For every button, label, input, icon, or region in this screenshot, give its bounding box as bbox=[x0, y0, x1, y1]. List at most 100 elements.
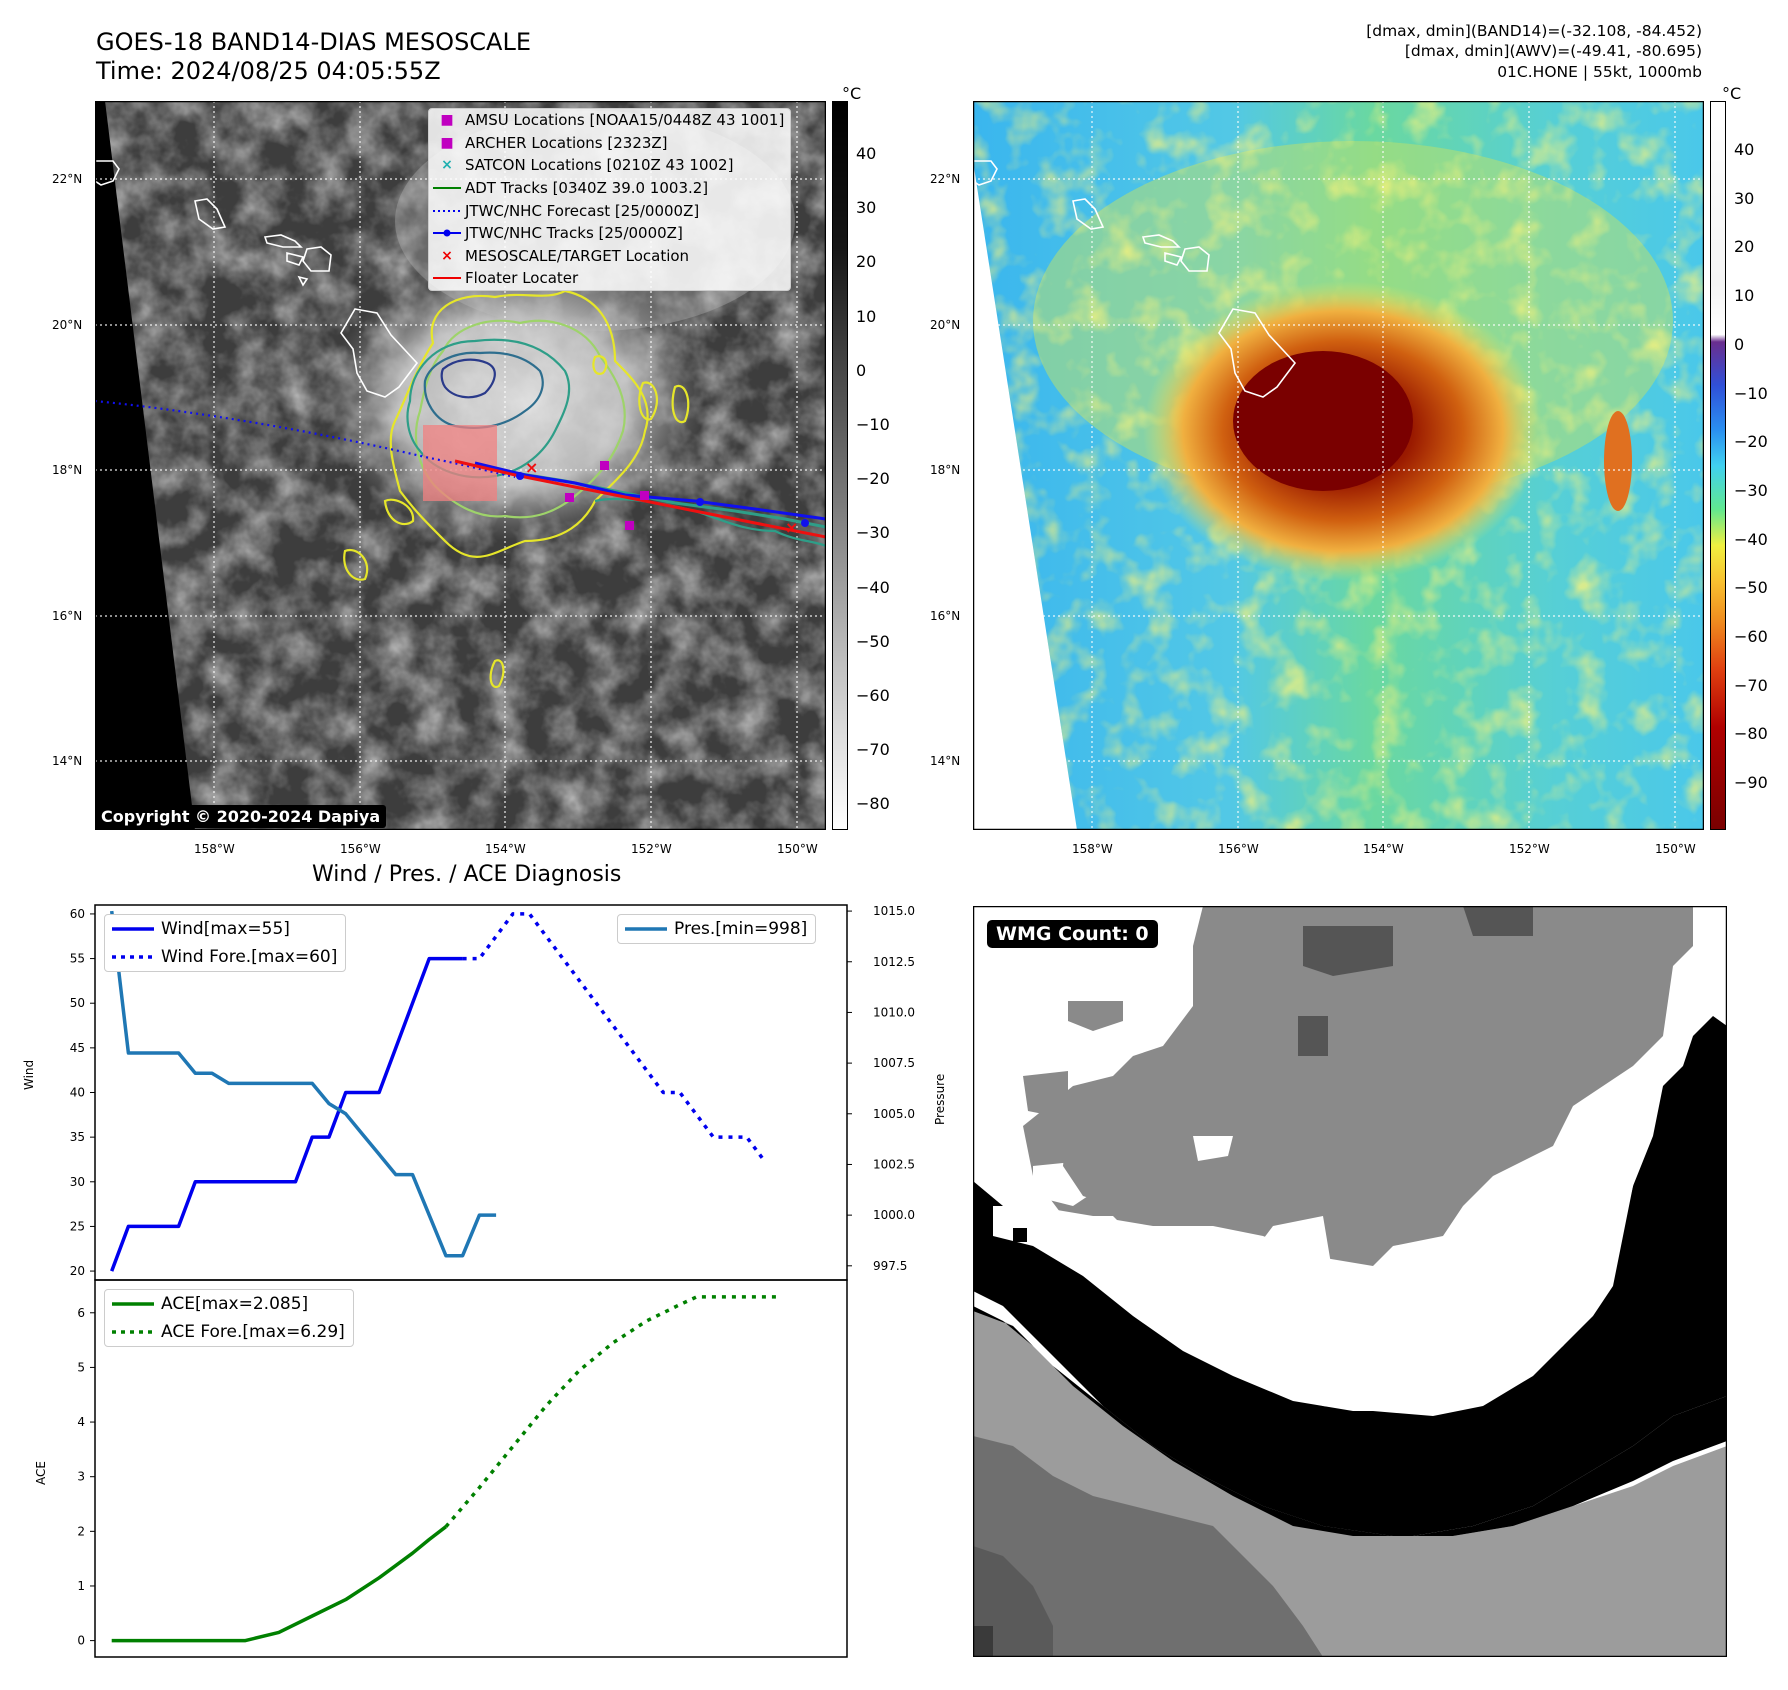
colorbar-tick: 20 bbox=[856, 252, 877, 272]
legend-ace: ACE[max=2.085] bbox=[161, 1294, 309, 1314]
legend-label: ADT Tracks [0340Z 39.0 1003.2] bbox=[465, 179, 709, 198]
diagnosis-chart: 6055504540353025201015.01012.51010.01007… bbox=[70, 904, 915, 1658]
y2-tick-label: 1015.0 bbox=[873, 904, 915, 918]
y-tick-label: 30 bbox=[70, 1175, 85, 1189]
y-tick-label: 40 bbox=[70, 1086, 85, 1100]
wmg-image bbox=[972, 905, 1728, 1658]
legend-marker bbox=[429, 208, 465, 214]
y-tick-label: 1 bbox=[77, 1579, 85, 1593]
awv-map-panel bbox=[972, 100, 1705, 831]
series-line bbox=[110, 956, 463, 1272]
lat-label: 20°N bbox=[52, 318, 83, 332]
colorbar-tick: −40 bbox=[1734, 529, 1768, 549]
y-tick-label: 25 bbox=[70, 1219, 85, 1233]
chart-title-line2: Time: 2024/08/25 04:05:55Z bbox=[96, 57, 441, 85]
legend-label: SATCON Locations [0210Z 43 1002] bbox=[465, 156, 734, 175]
y2-tick-label: 1002.5 bbox=[873, 1157, 915, 1171]
lon-label: 158°W bbox=[194, 842, 235, 856]
lat-label: 16°N bbox=[52, 609, 83, 623]
series-line bbox=[444, 1295, 781, 1528]
y-tick-label: 45 bbox=[70, 1041, 85, 1055]
ace-legend: ACE[max=2.085] ACE Fore.[max=6.29] bbox=[104, 1289, 354, 1347]
lat-label: 14°N bbox=[930, 754, 961, 768]
pressure-axis-label: Pressure bbox=[933, 1073, 947, 1125]
legend-label: MESOSCALE/TARGET Location bbox=[465, 246, 690, 265]
lon-label: 156°W bbox=[1218, 842, 1259, 856]
colorbar-unit: °C bbox=[842, 84, 862, 103]
y2-tick-label: 1012.5 bbox=[873, 955, 915, 969]
y-tick-label: 0 bbox=[77, 1634, 85, 1648]
y-tick-label: 3 bbox=[77, 1470, 85, 1484]
colorbar-tick: −10 bbox=[856, 415, 890, 434]
colorbar-tick: −50 bbox=[856, 631, 890, 651]
info-line1: [dmax, dmin](BAND14)=(-32.108, -84.452) bbox=[1366, 22, 1702, 40]
wmg-panel: WMG Count: 0 bbox=[972, 905, 1728, 1658]
colorbar-tick: −30 bbox=[1734, 480, 1768, 500]
series-line bbox=[111, 1525, 447, 1643]
colorbar-tick: −60 bbox=[856, 686, 890, 705]
series-line bbox=[462, 912, 765, 1161]
legend-label: JTWC/NHC Forecast [25/0000Z] bbox=[465, 201, 700, 220]
band14-map-panel: × × ■ AMSU Locations [NOAA15/0448Z 43 100… bbox=[94, 100, 827, 831]
colorbar-tick: 30 bbox=[1734, 188, 1755, 208]
colorbar-tick: 0 bbox=[1734, 334, 1745, 354]
y-tick-label: 60 bbox=[70, 907, 85, 921]
legend-marker: × bbox=[441, 247, 453, 264]
colorbar-tick: −80 bbox=[856, 794, 890, 814]
info-line3: 01C.HONE | 55kt, 1000mb bbox=[1497, 63, 1702, 81]
svg-text:×: × bbox=[785, 518, 798, 537]
series-line bbox=[109, 910, 497, 1258]
colorbar-tick: 20 bbox=[1734, 237, 1755, 257]
y2-tick-label: 1010.0 bbox=[873, 1005, 915, 1019]
lon-label: 154°W bbox=[485, 842, 526, 856]
legend-marker: ■ bbox=[440, 134, 454, 151]
lat-label: 22°N bbox=[930, 172, 961, 186]
lat-label: 14°N bbox=[52, 754, 83, 768]
y2-tick-label: 1005.0 bbox=[873, 1107, 915, 1121]
colorbar-tick: −70 bbox=[856, 740, 890, 760]
map-legend: ■ AMSU Locations [NOAA15/0448Z 43 1001] ■ A… bbox=[428, 108, 792, 291]
lat-label: 18°N bbox=[52, 463, 83, 477]
colorbar-tick: 0 bbox=[856, 360, 867, 380]
legend-item: ■ AMSU Locations [NOAA15/0448Z 43 1001] bbox=[429, 109, 790, 132]
ace-axis-label: ACE bbox=[34, 1461, 48, 1485]
colorbar-tick: 40 bbox=[856, 144, 877, 163]
lat-label: 18°N bbox=[930, 463, 961, 477]
colorbar-tick: −30 bbox=[856, 523, 890, 543]
legend-wind-forecast: Wind Fore.[max=60] bbox=[161, 947, 338, 967]
legend-item: ADT Tracks [0340Z 39.0 1003.2] bbox=[429, 177, 790, 200]
legend-label: AMSU Locations [NOAA15/0448Z 43 1001] bbox=[465, 111, 785, 130]
lon-label: 150°W bbox=[777, 842, 818, 856]
legend-marker: ■ bbox=[440, 112, 454, 129]
y-tick-label: 6 bbox=[77, 1306, 85, 1320]
svg-text:×: × bbox=[525, 458, 538, 477]
legend-item: × SATCON Locations [0210Z 43 1002] bbox=[429, 154, 790, 177]
legend-item: ■ ARCHER Locations [2323Z] bbox=[429, 132, 790, 155]
colorbar-tick: 40 bbox=[1734, 140, 1755, 159]
wmg-count-badge: WMG Count: 0 bbox=[987, 920, 1158, 948]
legend-label: JTWC/NHC Tracks [25/0000Z] bbox=[465, 224, 683, 243]
colorbar-tick: −20 bbox=[856, 469, 890, 489]
colorbar-tick: −20 bbox=[1734, 432, 1768, 452]
y2-tick-label: 1000.0 bbox=[873, 1208, 915, 1222]
y2-tick-label: 997.5 bbox=[873, 1259, 907, 1273]
lon-label: 150°W bbox=[1655, 842, 1696, 856]
legend-marker bbox=[429, 185, 465, 191]
diagnosis-title: Wind / Pres. / ACE Diagnosis bbox=[312, 862, 622, 887]
legend-pressure: Pres.[min=998] bbox=[674, 919, 808, 939]
y-tick-label: 35 bbox=[70, 1130, 85, 1144]
legend-marker bbox=[429, 229, 465, 237]
y-tick-label: 20 bbox=[70, 1264, 85, 1278]
legend-item: Floater Locater bbox=[429, 267, 790, 290]
colorbar-tick: −40 bbox=[856, 577, 890, 597]
colorbar-tick: 10 bbox=[856, 306, 877, 326]
lon-label: 158°W bbox=[1072, 842, 1113, 856]
colorbar-tick: 10 bbox=[1734, 286, 1755, 306]
legend-item: JTWC/NHC Tracks [25/0000Z] bbox=[429, 222, 790, 245]
colorbar-tick: −80 bbox=[1734, 724, 1768, 744]
y-tick-label: 5 bbox=[77, 1360, 85, 1374]
lon-label: 156°W bbox=[340, 842, 381, 856]
ace-axes bbox=[94, 1279, 848, 1658]
info-line2: [dmax, dmin](AWV)=(-49.41, -80.695) bbox=[1404, 42, 1702, 60]
colorbar-awv bbox=[1710, 101, 1726, 830]
